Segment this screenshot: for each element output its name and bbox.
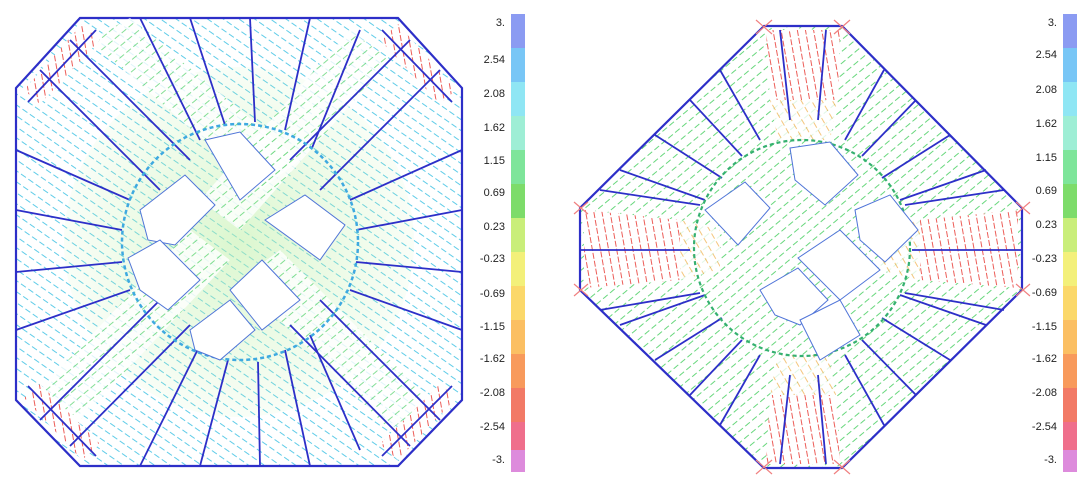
right-colorbar-seg xyxy=(1063,422,1077,450)
right-transition-zone xyxy=(770,355,836,395)
right-scale-label: 0.23 xyxy=(1036,219,1057,231)
left-colorbar: 3. 2.54 2.08 1.62 1.15 0.69 0.23 -0.23 -… xyxy=(480,14,525,472)
left-scale-label: 2.08 xyxy=(484,88,505,100)
left-colorbar-seg xyxy=(511,150,525,184)
right-colorbar-seg xyxy=(1063,218,1077,252)
right-colorbar-seg xyxy=(1063,184,1077,218)
right-scale-label: -2.08 xyxy=(1032,387,1057,399)
right-scale-label: -0.69 xyxy=(1032,287,1057,299)
left-colorbar-seg xyxy=(511,286,525,320)
left-scale-label: 0.23 xyxy=(484,221,505,233)
right-colorbar-seg xyxy=(1063,286,1077,320)
right-colorbar-seg xyxy=(1063,354,1077,388)
left-ring xyxy=(120,122,360,362)
left-scale-label: 1.15 xyxy=(484,155,505,167)
left-hotspot-br xyxy=(380,384,456,460)
right-corner-markers xyxy=(573,19,1031,475)
left-colorbar-seg xyxy=(511,354,525,388)
left-colorbar-seg xyxy=(511,116,525,150)
right-scale-label: -0.23 xyxy=(1032,253,1057,265)
right-scale-label: 0.69 xyxy=(1036,185,1057,197)
left-hotspot-tr xyxy=(380,24,456,104)
left-holes xyxy=(127,131,346,361)
right-contour-plot xyxy=(573,19,1031,475)
right-ring xyxy=(692,138,912,358)
right-scale-label: 1.62 xyxy=(1036,118,1057,130)
left-scale-label: 0.69 xyxy=(484,187,505,199)
right-hotspot-left xyxy=(584,210,680,288)
right-colorbar-seg xyxy=(1063,450,1077,472)
left-scale-label: -0.23 xyxy=(480,253,505,265)
left-scale-label: 3. xyxy=(496,17,505,29)
right-scale-label: 2.08 xyxy=(1036,84,1057,96)
left-contour-plot xyxy=(14,16,464,468)
right-colorbar-seg xyxy=(1063,116,1077,150)
left-colorbar-seg xyxy=(511,14,525,48)
right-hotspot-bottom xyxy=(766,395,840,464)
right-hotspot-top xyxy=(766,30,840,100)
right-colorbar: 3. 2.54 2.08 1.62 1.15 0.69 0.23 -0.23 -… xyxy=(1032,14,1077,472)
right-transition-zone xyxy=(680,220,720,280)
left-scale-label: -3. xyxy=(492,454,505,466)
right-hotspot-right xyxy=(920,210,1018,288)
right-scale-label: -2.54 xyxy=(1032,421,1057,433)
left-mesh-lines xyxy=(15,17,463,467)
left-colorbar-seg xyxy=(511,184,525,218)
left-scale-label: -2.08 xyxy=(480,387,505,399)
left-colorbar-seg xyxy=(511,48,525,82)
left-colorbar-seg xyxy=(511,450,525,472)
right-scale-label: -3. xyxy=(1044,454,1057,466)
right-colorbar-seg xyxy=(1063,82,1077,116)
left-scale-label: -1.62 xyxy=(480,353,505,365)
right-scale-label: -1.62 xyxy=(1032,353,1057,365)
right-transition-zone xyxy=(770,100,838,140)
right-holes xyxy=(704,141,919,361)
right-mesh-lines xyxy=(580,29,1022,465)
left-colorbar-seg xyxy=(511,422,525,450)
right-scale-label: 2.54 xyxy=(1036,49,1057,61)
right-scale-label: -1.15 xyxy=(1032,321,1057,333)
left-scale-label: -1.15 xyxy=(480,321,505,333)
left-colorbar-seg xyxy=(511,82,525,116)
left-scale-label: 1.62 xyxy=(484,122,505,134)
left-colorbar-seg xyxy=(511,320,525,354)
right-colorbar-seg xyxy=(1063,252,1077,286)
right-domain-outline xyxy=(578,24,1024,470)
left-colorbar-seg xyxy=(511,388,525,422)
right-scale-label: 3. xyxy=(1048,17,1057,29)
right-scale-label: 1.15 xyxy=(1036,152,1057,164)
right-colorbar-seg xyxy=(1063,48,1077,82)
right-colorbar-seg xyxy=(1063,14,1077,48)
right-colorbar-seg xyxy=(1063,388,1077,422)
left-hotspot-tl xyxy=(24,24,100,104)
left-colorbar-seg xyxy=(511,252,525,286)
left-scale-label: 2.54 xyxy=(484,54,505,66)
right-colorbar-seg xyxy=(1063,150,1077,184)
left-scale-label: -0.69 xyxy=(480,288,505,300)
right-colorbar-seg xyxy=(1063,320,1077,354)
left-colorbar-seg xyxy=(511,218,525,252)
left-scale-label: -2.54 xyxy=(480,421,505,433)
